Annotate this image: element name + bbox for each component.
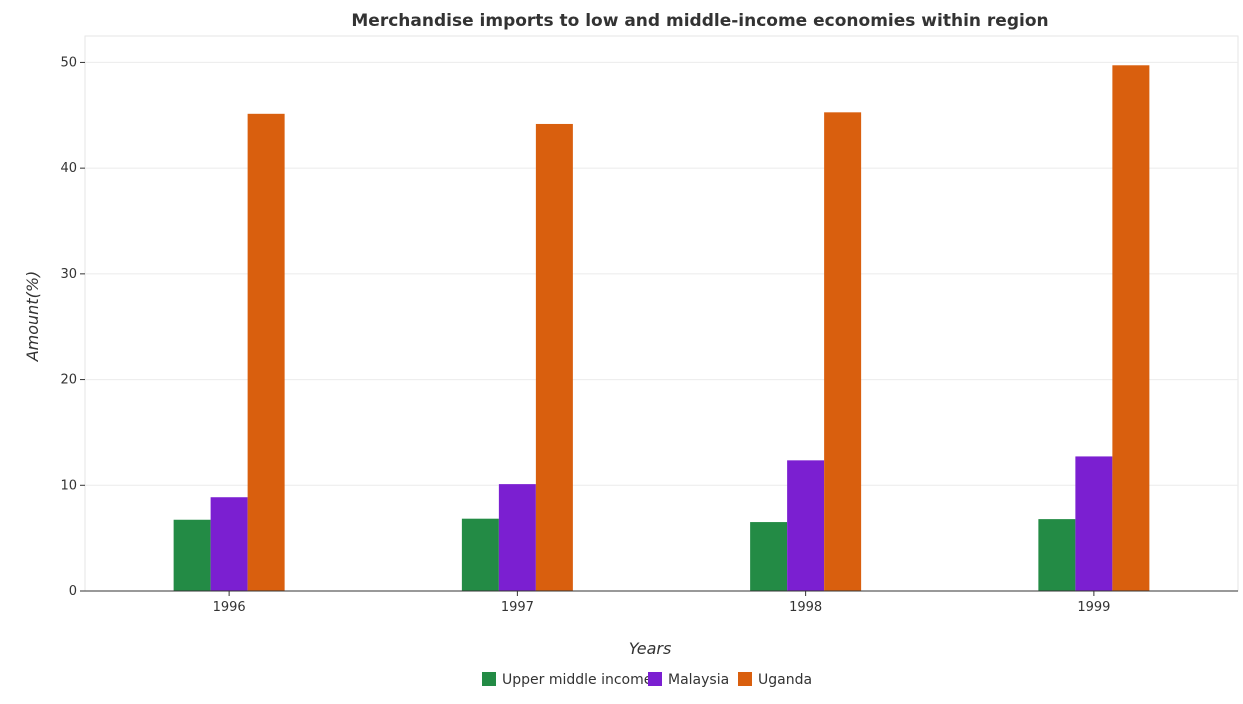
bar [787,460,825,591]
x-tick-label: 1999 [1077,600,1110,615]
bar [247,113,285,591]
legend-label: Upper middle income [502,672,652,688]
bar [1075,456,1113,591]
y-tick-label: 0 [69,584,77,599]
bar [1112,65,1150,592]
bar [535,123,573,591]
y-tick-label: 20 [60,373,77,388]
legend-label: Malaysia [668,672,729,688]
y-tick-label: 40 [60,161,77,176]
y-axis: 0 10 20 30 40 50 [60,55,85,599]
bar [210,497,248,591]
bar [1038,519,1076,591]
bar [824,112,862,591]
bar [498,484,536,591]
legend-swatch [738,672,752,686]
x-tick-label: 1997 [501,600,534,615]
bar [461,518,499,591]
y-tick-label: 30 [60,267,77,282]
legend-label: Uganda [758,672,812,688]
y-tick-label: 50 [60,55,77,70]
bars [173,65,1150,592]
legend-swatch [648,672,662,686]
legend-swatch [482,672,496,686]
x-axis-title: Years [629,639,672,658]
y-tick-label: 10 [60,478,77,493]
legend: Upper middle income Malaysia Uganda [482,672,812,688]
y-axis-title: Amount(%) [23,271,42,363]
chart-title: Merchandise imports to low and middle-in… [351,11,1048,31]
x-tick-label: 1996 [213,600,246,615]
x-tick-label: 1998 [789,600,822,615]
x-axis: 1996 1997 1998 1999 [85,590,1238,615]
bar [750,522,788,591]
bar [173,519,211,591]
